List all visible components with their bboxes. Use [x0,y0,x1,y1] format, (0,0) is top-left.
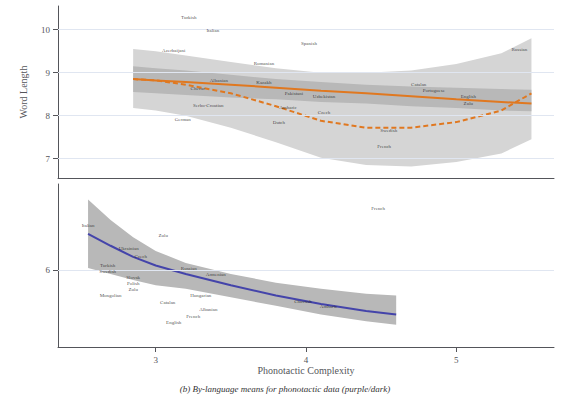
svg-text:English: English [166,320,182,325]
svg-text:Albanian: Albanian [199,307,218,312]
svg-text:French: French [186,314,200,319]
svg-text:Romanian: Romanian [254,61,275,66]
svg-text:Azerbaijani: Azerbaijani [162,48,186,53]
svg-text:Catalan: Catalan [411,82,427,87]
svg-text:Catalan: Catalan [160,300,176,305]
svg-text:Polish: Polish [127,281,140,286]
svg-text:Slovak: Slovak [126,275,140,280]
svg-text:Uzbekistan: Uzbekistan [313,94,336,99]
svg-text:Turkish: Turkish [181,15,197,20]
svg-text:Pakistani: Pakistani [285,91,304,96]
svg-text:Dutch: Dutch [273,120,286,125]
svg-text:7: 7 [46,154,51,164]
svg-text:Armenian: Armenian [206,272,226,277]
svg-text:Amharic: Amharic [320,304,338,309]
svg-text:French: French [371,206,385,211]
svg-text:Swedish: Swedish [99,269,116,274]
svg-text:Chevar: Chevar [191,86,206,91]
svg-text:Word Length: Word Length [18,66,29,119]
svg-text:Chuvash: Chuvash [294,299,312,304]
svg-text:English: English [461,94,477,99]
svg-text:6: 6 [46,265,51,275]
svg-text:Zulu: Zulu [158,233,168,238]
svg-text:Spanish: Spanish [301,41,317,46]
svg-text:Czech: Czech [318,110,331,115]
svg-text:Italian: Italian [82,223,95,228]
svg-text:Hungarian: Hungarian [190,293,212,298]
svg-text:Phonotactic Complexity: Phonotactic Complexity [258,365,355,376]
svg-text:Serbo-Croatian: Serbo-Croatian [193,103,224,108]
svg-text:Zulu: Zulu [464,101,474,106]
svg-text:(b) By-language means for phon: (b) By-language means for phonotactic da… [180,384,390,394]
svg-text:Kazakh: Kazakh [256,80,272,85]
svg-text:9: 9 [46,68,51,78]
svg-text:German: German [175,117,192,122]
svg-text:8: 8 [46,111,51,121]
svg-text:Russian: Russian [181,266,197,271]
svg-text:Italian: Italian [206,28,219,33]
svg-text:Amharic: Amharic [279,105,297,110]
svg-text:5: 5 [454,355,459,365]
svg-text:10: 10 [41,25,51,35]
svg-text:Portuguese: Portuguese [423,88,446,93]
svg-text:4: 4 [304,355,309,365]
svg-text:Czech: Czech [134,254,147,259]
svg-text:Ukrainian: Ukrainian [119,246,139,251]
svg-text:3: 3 [153,355,158,365]
svg-text:Russian: Russian [512,47,528,52]
svg-text:Turkish: Turkish [100,263,116,268]
svg-text:Zulu: Zulu [128,287,138,292]
svg-text:French: French [377,144,391,149]
svg-text:Mongolian: Mongolian [100,293,122,298]
svg-text:Swedish: Swedish [380,128,397,133]
svg-text:Albanian: Albanian [210,78,229,83]
